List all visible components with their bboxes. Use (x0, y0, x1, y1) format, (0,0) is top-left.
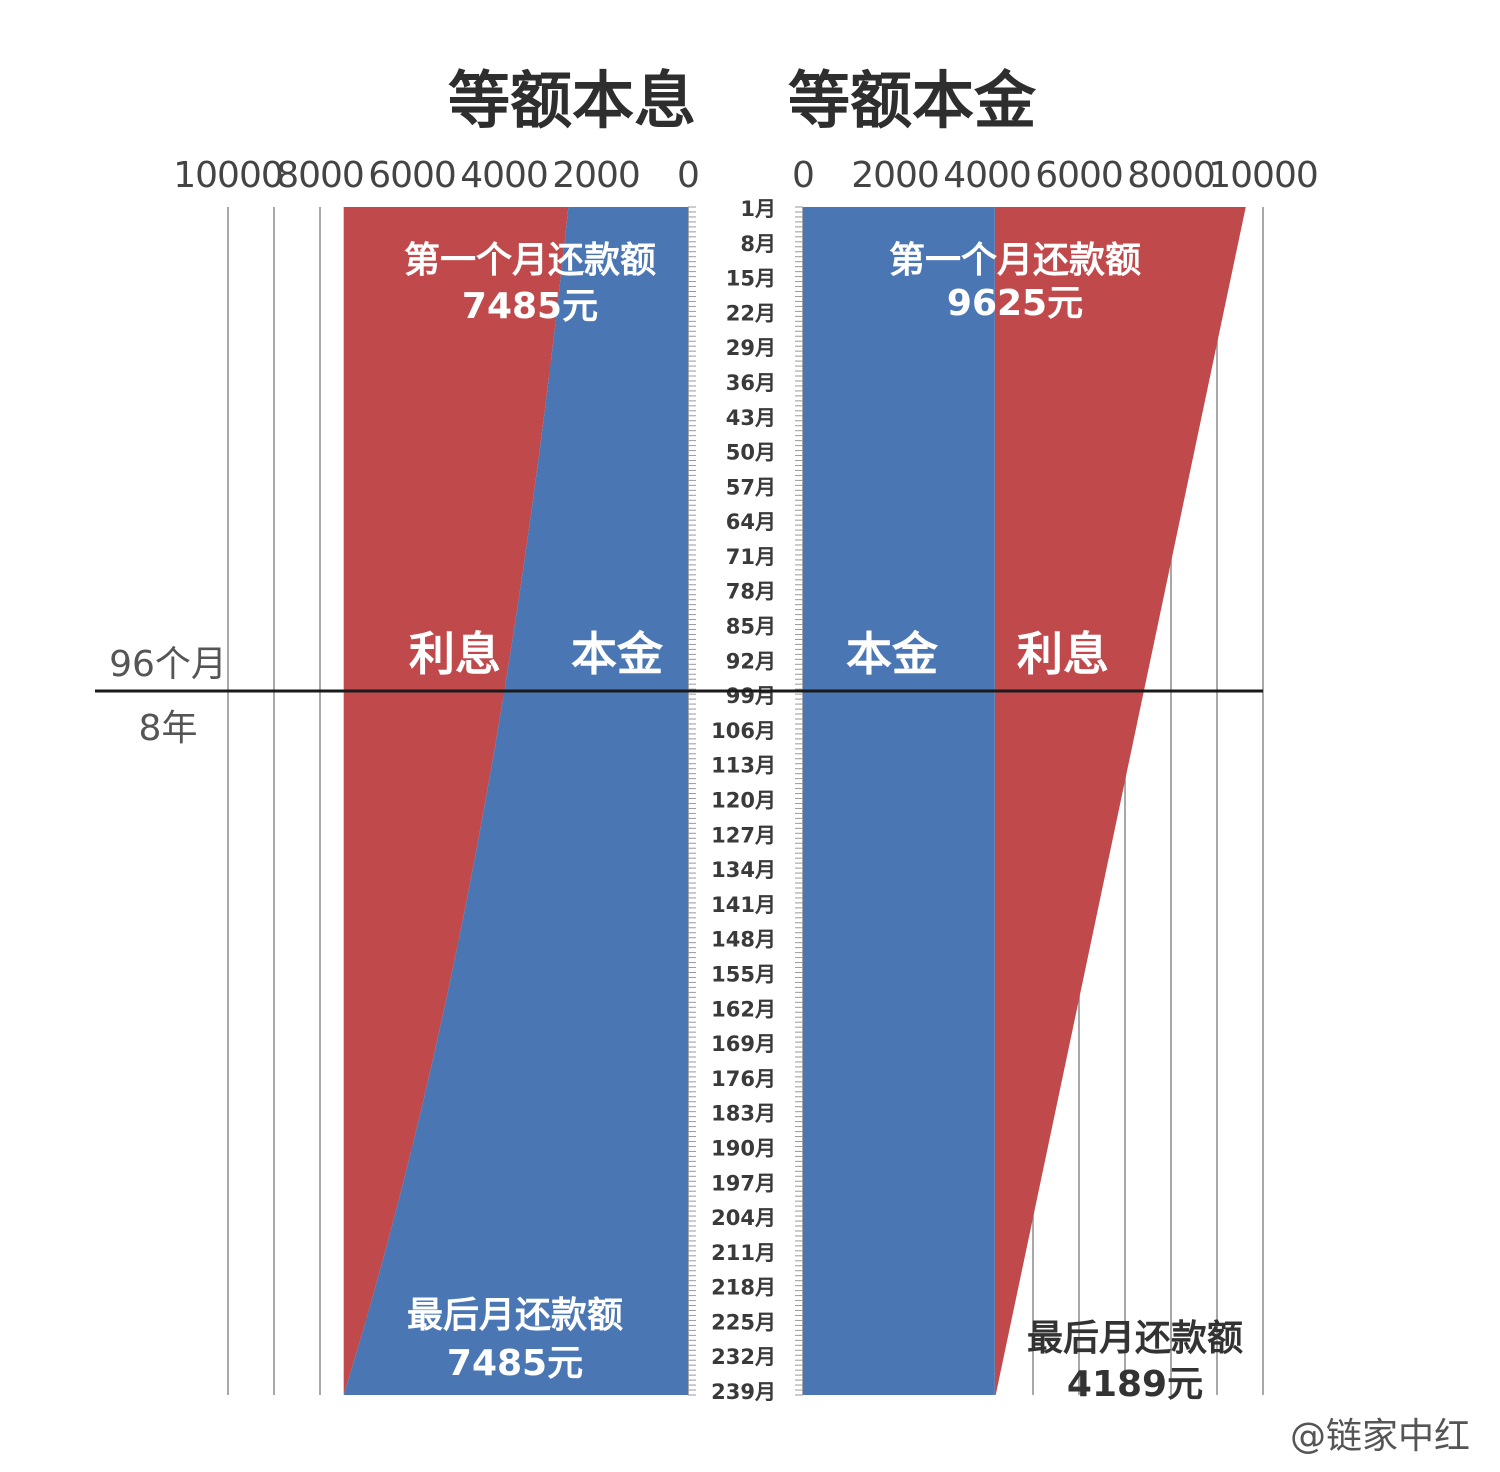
month-label: 169月 (711, 1032, 776, 1056)
month-label: 22月 (726, 301, 776, 325)
month-label: 218月 (711, 1276, 776, 1300)
month-label: 155月 (711, 962, 776, 986)
month-label: 239月 (711, 1380, 776, 1404)
month-label: 127月 (711, 823, 776, 847)
month-label: 197月 (711, 1171, 776, 1195)
month-label: 148月 (711, 928, 776, 952)
month-label: 99月 (726, 684, 776, 708)
right-first-month-label: 第一个月还款额 (889, 240, 1141, 281)
month-label: 92月 (726, 649, 776, 673)
month-label: 85月 (726, 615, 776, 639)
right-principal-area (803, 207, 995, 1395)
month-label: 43月 (726, 406, 776, 430)
right-last-month-value: 4189元 (1067, 1364, 1203, 1405)
divider-label-years: 8年 (139, 708, 198, 749)
left-tick-label: 2000 (552, 155, 640, 196)
right-principal-label: 本金 (846, 627, 939, 681)
month-label: 71月 (726, 545, 776, 569)
divider-label-months: 96个月 (109, 644, 227, 685)
month-label: 204月 (711, 1206, 776, 1230)
month-label: 211月 (711, 1241, 776, 1265)
right-tick-label: 6000 (1035, 155, 1123, 196)
month-label: 15月 (726, 267, 776, 291)
month-label: 176月 (711, 1067, 776, 1091)
month-label: 232月 (711, 1345, 776, 1369)
left-areas (343, 207, 688, 1395)
month-label: 50月 (726, 441, 776, 465)
month-label: 162月 (711, 997, 776, 1021)
month-label: 141月 (711, 893, 776, 917)
left-tick-label: 8000 (276, 155, 364, 196)
month-label: 29月 (726, 336, 776, 360)
right-chart-title: 等额本金 (788, 64, 1037, 137)
month-label: 183月 (711, 1102, 776, 1126)
month-label: 106月 (711, 719, 776, 743)
month-label: 36月 (726, 371, 776, 395)
right-last-month-label: 最后月还款额 (1027, 1318, 1243, 1359)
right-tick-label: 10000 (1208, 155, 1318, 196)
left-tick-label: 10000 (173, 155, 283, 196)
month-label: 225月 (711, 1310, 776, 1334)
right-tick-label: 4000 (943, 155, 1031, 196)
right-tick-label: 0 (792, 155, 814, 196)
right-areas (803, 207, 1246, 1395)
left-last-month-value: 7485元 (447, 1343, 583, 1384)
left-tick-label: 0 (677, 155, 699, 196)
left-interest-label: 利息 (409, 627, 501, 681)
right-interest-area (994, 207, 1246, 1395)
watermark: @链家中红 (1290, 1416, 1470, 1457)
left-first-month-label: 第一个月还款额 (404, 240, 656, 281)
month-label: 113月 (711, 754, 776, 778)
left-principal-label: 本金 (571, 627, 664, 681)
right-tick-label: 2000 (851, 155, 939, 196)
left-tick-label: 6000 (368, 155, 456, 196)
left-tick-label: 4000 (460, 155, 548, 196)
month-axis: 1月 8月 15月 22月 29月 36月 43月 50月 57月 64月 71月 78月 85月 92月… (688, 197, 803, 1404)
month-label: 78月 (726, 580, 776, 604)
right-tick-label: 8000 (1127, 155, 1215, 196)
month-label: 64月 (726, 510, 776, 534)
month-label: 57月 (726, 475, 776, 499)
left-last-month-label: 最后月还款额 (407, 1295, 623, 1336)
month-label: 120月 (711, 789, 776, 813)
left-principal-area (343, 207, 688, 1395)
right-first-month-value: 9625元 (947, 283, 1083, 324)
month-label: 134月 (711, 858, 776, 882)
month-label: 8月 (740, 232, 776, 256)
left-interest-area (343, 207, 569, 1395)
right-interest-label: 利息 (1017, 627, 1109, 681)
left-chart-title: 等额本息 (448, 64, 696, 137)
month-label: 1月 (740, 197, 776, 221)
month-label: 190月 (711, 1136, 776, 1160)
left-first-month-value: 7485元 (462, 286, 598, 327)
